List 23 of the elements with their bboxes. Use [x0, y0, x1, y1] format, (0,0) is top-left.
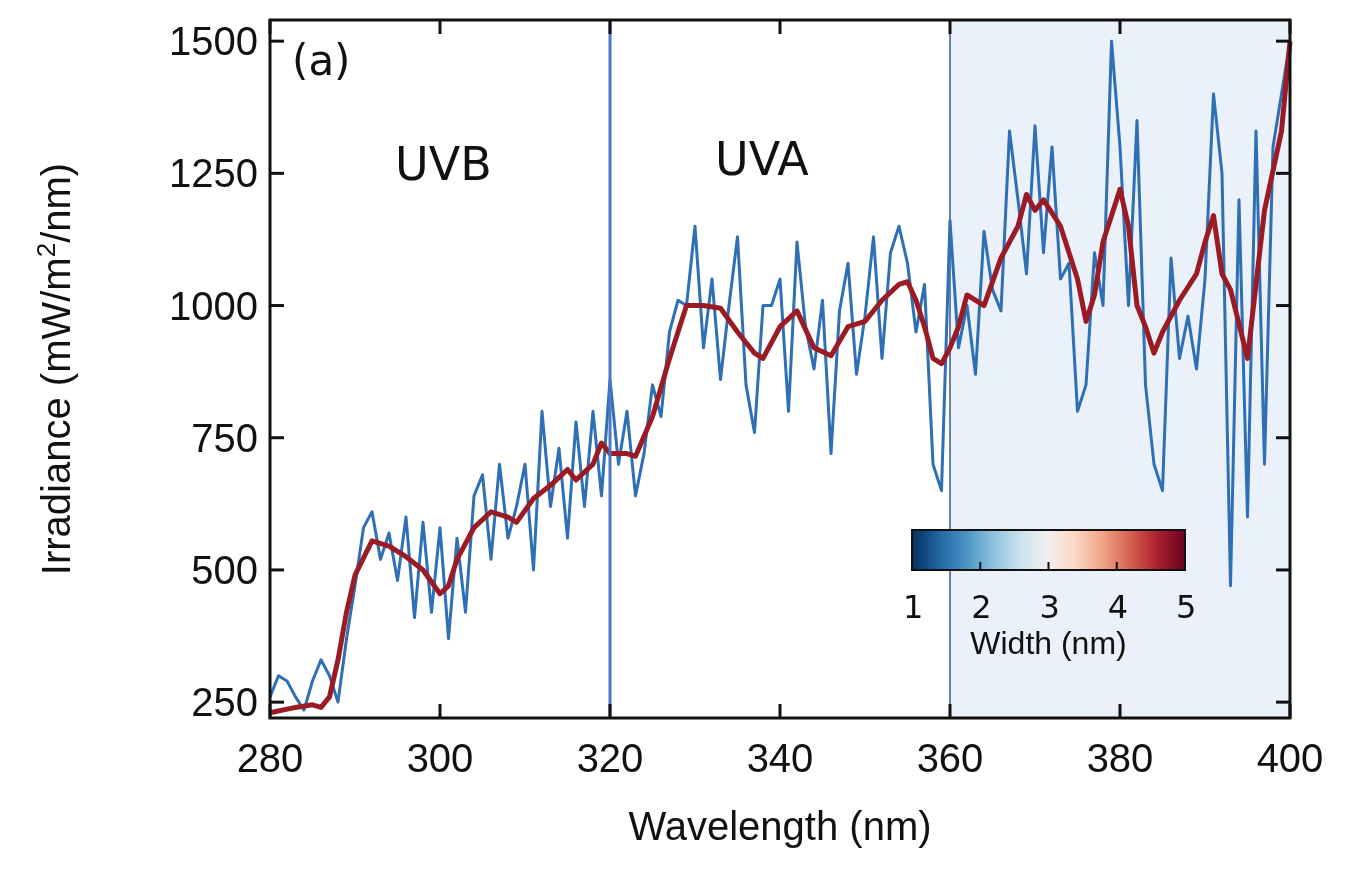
y-tick-label: 750 [191, 415, 258, 460]
color-bar-title: Width (nm) [970, 625, 1127, 661]
y-tick-label: 1500 [169, 19, 258, 64]
y-tick-label: 500 [191, 547, 258, 592]
annotation: 3 [1039, 588, 1060, 626]
x-tick-label: 300 [406, 736, 474, 780]
annotation: (a) [292, 36, 351, 85]
x-axis-title: Wavelength (nm) [628, 804, 932, 848]
y-tick-label: 1000 [169, 283, 258, 328]
x-tick-label: 380 [1086, 736, 1154, 780]
x-tick-label: 320 [576, 736, 644, 780]
x-tick-label: 340 [746, 736, 814, 780]
annotation: 5 [1176, 588, 1197, 626]
annotation: UVB [395, 137, 492, 191]
y-tick-label: 250 [191, 680, 258, 725]
x-tick-label: 400 [1256, 736, 1324, 780]
x-tick-label: 280 [236, 736, 304, 780]
y-tick-label: 1250 [169, 151, 258, 196]
annotation: 4 [1107, 588, 1129, 626]
annotation: 2 [971, 588, 992, 626]
x-tick-label: 360 [916, 736, 984, 780]
annotation: UVA [715, 132, 810, 186]
annotation: 1 [903, 588, 924, 626]
